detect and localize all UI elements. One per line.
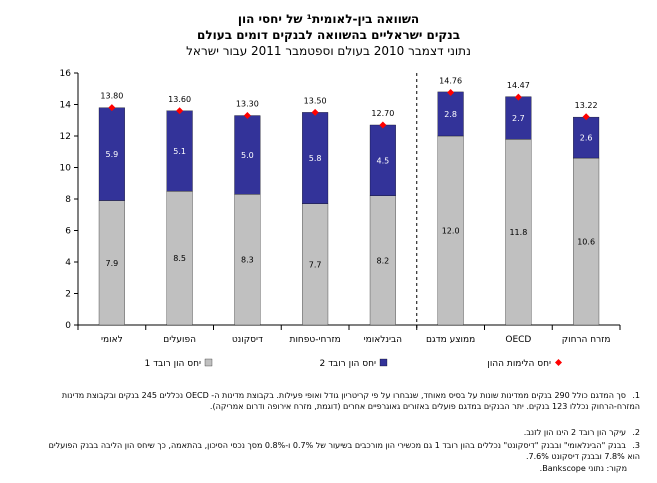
bar-segment <box>166 190 193 326</box>
total-ratio-marker <box>447 89 455 97</box>
bar-value-label: 2.6 <box>580 134 593 143</box>
legend-swatch <box>204 358 213 367</box>
bar-value-label: 2.8 <box>444 110 457 119</box>
bar-value-label: 5.9 <box>106 150 119 159</box>
footnote-1-text: סך המדגם כולל 290 בנקים ממדינות שונות על… <box>61 391 640 411</box>
total-ratio-label: 13.60 <box>168 95 191 104</box>
y-tick-label: 10 <box>60 164 72 174</box>
bar-segment <box>234 115 261 195</box>
chart-subtitle: בנקים ישראליים בהשוואה לבנקים דומים בעול… <box>196 28 461 42</box>
bar-value-label: 7.7 <box>309 260 322 269</box>
legend-entry: יחס הון רובד 2 <box>320 359 376 369</box>
bar-value-label: 5.0 <box>241 151 254 160</box>
y-tick-label: 2 <box>65 290 71 300</box>
footnote-3-text: בבנק "הבינלאומי" ובבנק "דיסקונט" נכללים … <box>48 441 640 461</box>
bar-segment <box>505 139 532 326</box>
total-ratio-label: 14.47 <box>507 81 530 90</box>
y-tick-label: 14 <box>60 101 72 111</box>
legend-swatch <box>379 358 388 367</box>
bar-value-label: 8.5 <box>173 254 186 263</box>
total-ratio-label: 13.30 <box>236 100 259 109</box>
bar-segment <box>573 157 600 326</box>
total-ratio-label: 13.80 <box>100 92 123 101</box>
y-tick-label: 8 <box>65 195 71 205</box>
bar-segment <box>234 194 261 326</box>
legend-entry: יחס הלימות ההון <box>487 359 551 369</box>
y-tick-label: 0 <box>65 321 71 331</box>
y-tick-label: 6 <box>65 227 71 237</box>
x-category-label: הפועלים <box>163 335 196 345</box>
bar-segment <box>573 116 600 159</box>
bar-segment <box>302 203 329 326</box>
y-tick-label: 4 <box>65 258 71 268</box>
bar-value-label: 5.1 <box>173 147 186 156</box>
legend-swatch <box>555 359 562 366</box>
footnote-2: 2. עיקר הון רובד 2 הינו הון לזנב. <box>40 427 640 438</box>
footnote-2-text: עיקר הון רובד 2 הינו הון לזנב. <box>523 428 626 437</box>
legend-entry: יחס הון רובד 1 <box>145 359 201 369</box>
x-category-label: דיסקונט <box>232 335 263 345</box>
source-note: מקור: נתוני Bankscope. <box>539 464 627 473</box>
bar-segment <box>369 195 396 326</box>
bar-value-label: 10.6 <box>577 238 595 247</box>
chart-date-note: נתוני דצמבר 2010 בעולם וספטמבר 2011 עבור… <box>186 44 471 58</box>
x-category-label: מזרח הרחוק <box>562 335 611 345</box>
footnote-3-number: 3. <box>632 441 640 450</box>
bar-segment <box>302 112 329 204</box>
total-ratio-marker <box>514 93 522 101</box>
bar-value-label: 4.5 <box>377 156 390 165</box>
bar-segment <box>505 96 532 140</box>
total-ratio-label: 12.70 <box>371 109 394 118</box>
x-category-label: מזרחי-טפחות <box>290 335 341 345</box>
bar-value-label: 7.9 <box>106 259 119 268</box>
footnote-1: 1.סך המדגם כולל 290 בנקים ממדינות שונות … <box>40 390 640 412</box>
bar-segment <box>369 124 396 196</box>
y-tick-label: 16 <box>60 69 72 79</box>
bar-value-label: 5.8 <box>309 154 322 163</box>
x-category-label: לאומי <box>101 335 123 345</box>
footnote-2-number: 2. <box>632 428 640 437</box>
total-ratio-marker <box>176 107 184 115</box>
total-ratio-marker <box>108 104 116 112</box>
bar-segment <box>437 135 464 326</box>
total-ratio-marker <box>311 108 319 116</box>
capital-ratio-chart: 0 2 4 6 8 10 12 14 16 7.9 5.9 13.80 לאומי 8.5 5.1 13.60… <box>60 69 621 369</box>
footnote-1-number: 1. <box>632 391 640 400</box>
bar-value-label: 12.0 <box>442 227 460 236</box>
bar-segment <box>437 91 464 137</box>
y-tick-label: 12 <box>60 132 71 142</box>
x-category-label: הבינלאומי <box>364 335 403 345</box>
total-ratio-marker <box>582 113 590 121</box>
bar-segment <box>166 110 193 192</box>
footnote-3: 3.בבנק "הבינלאומי" ובבנק "דיסקונט" נכללי… <box>40 440 640 462</box>
total-ratio-marker <box>379 121 387 129</box>
total-ratio-label: 13.50 <box>304 96 327 105</box>
bar-value-label: 8.3 <box>241 256 254 265</box>
bar-value-label: 2.7 <box>512 114 525 123</box>
bar-value-label: 8.2 <box>377 256 390 265</box>
total-ratio-marker <box>243 112 251 120</box>
x-category-label: ממוצע מדגם <box>426 335 475 345</box>
total-ratio-label: 14.76 <box>439 77 462 86</box>
chart-title: השוואה בין-לאומית¹ של יחסי הון <box>237 12 420 26</box>
x-category-label: OECD <box>505 335 531 345</box>
total-ratio-label: 13.22 <box>575 101 598 110</box>
bar-value-label: 11.8 <box>509 228 527 237</box>
